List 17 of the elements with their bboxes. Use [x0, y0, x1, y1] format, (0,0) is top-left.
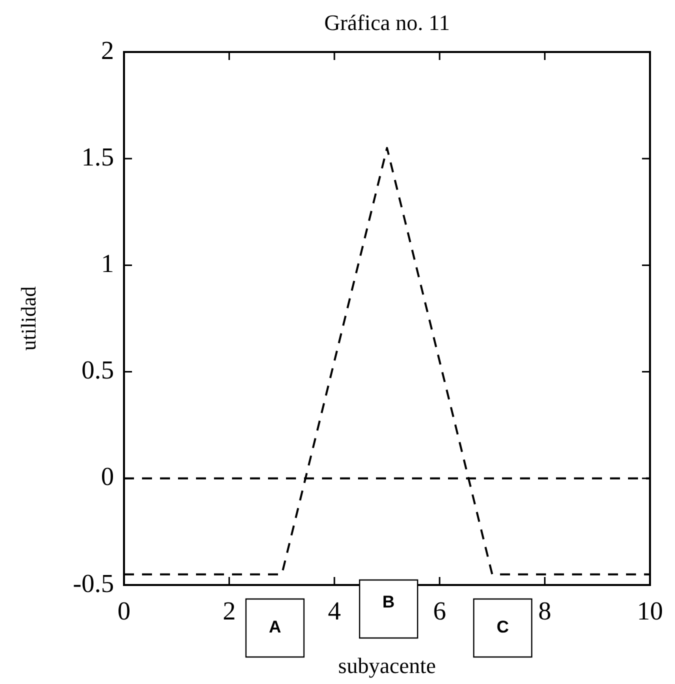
x-tick-label: 4 — [328, 596, 341, 626]
y-tick-label: 0.5 — [82, 356, 114, 385]
x-tick-label: 6 — [433, 596, 446, 626]
text: B — [382, 592, 395, 612]
x-axis-title: subyacente — [338, 652, 436, 678]
x-tick-label: 8 — [538, 596, 552, 626]
x-tick-label: 2 — [222, 596, 236, 626]
text: A — [268, 618, 282, 637]
y-tick-label: 2 — [101, 36, 114, 65]
y-tick-label: -0.5 — [72, 568, 114, 598]
text: C — [496, 618, 509, 637]
x-tick-label: 10 — [637, 596, 663, 626]
y-tick-label: 1 — [101, 249, 114, 278]
y-tick-label: 0 — [101, 462, 114, 492]
chart-title: Gráfica no. 11 — [324, 10, 450, 35]
y-axis-title: utilidad — [16, 286, 41, 351]
y-tick-label: 1.5 — [82, 142, 114, 172]
